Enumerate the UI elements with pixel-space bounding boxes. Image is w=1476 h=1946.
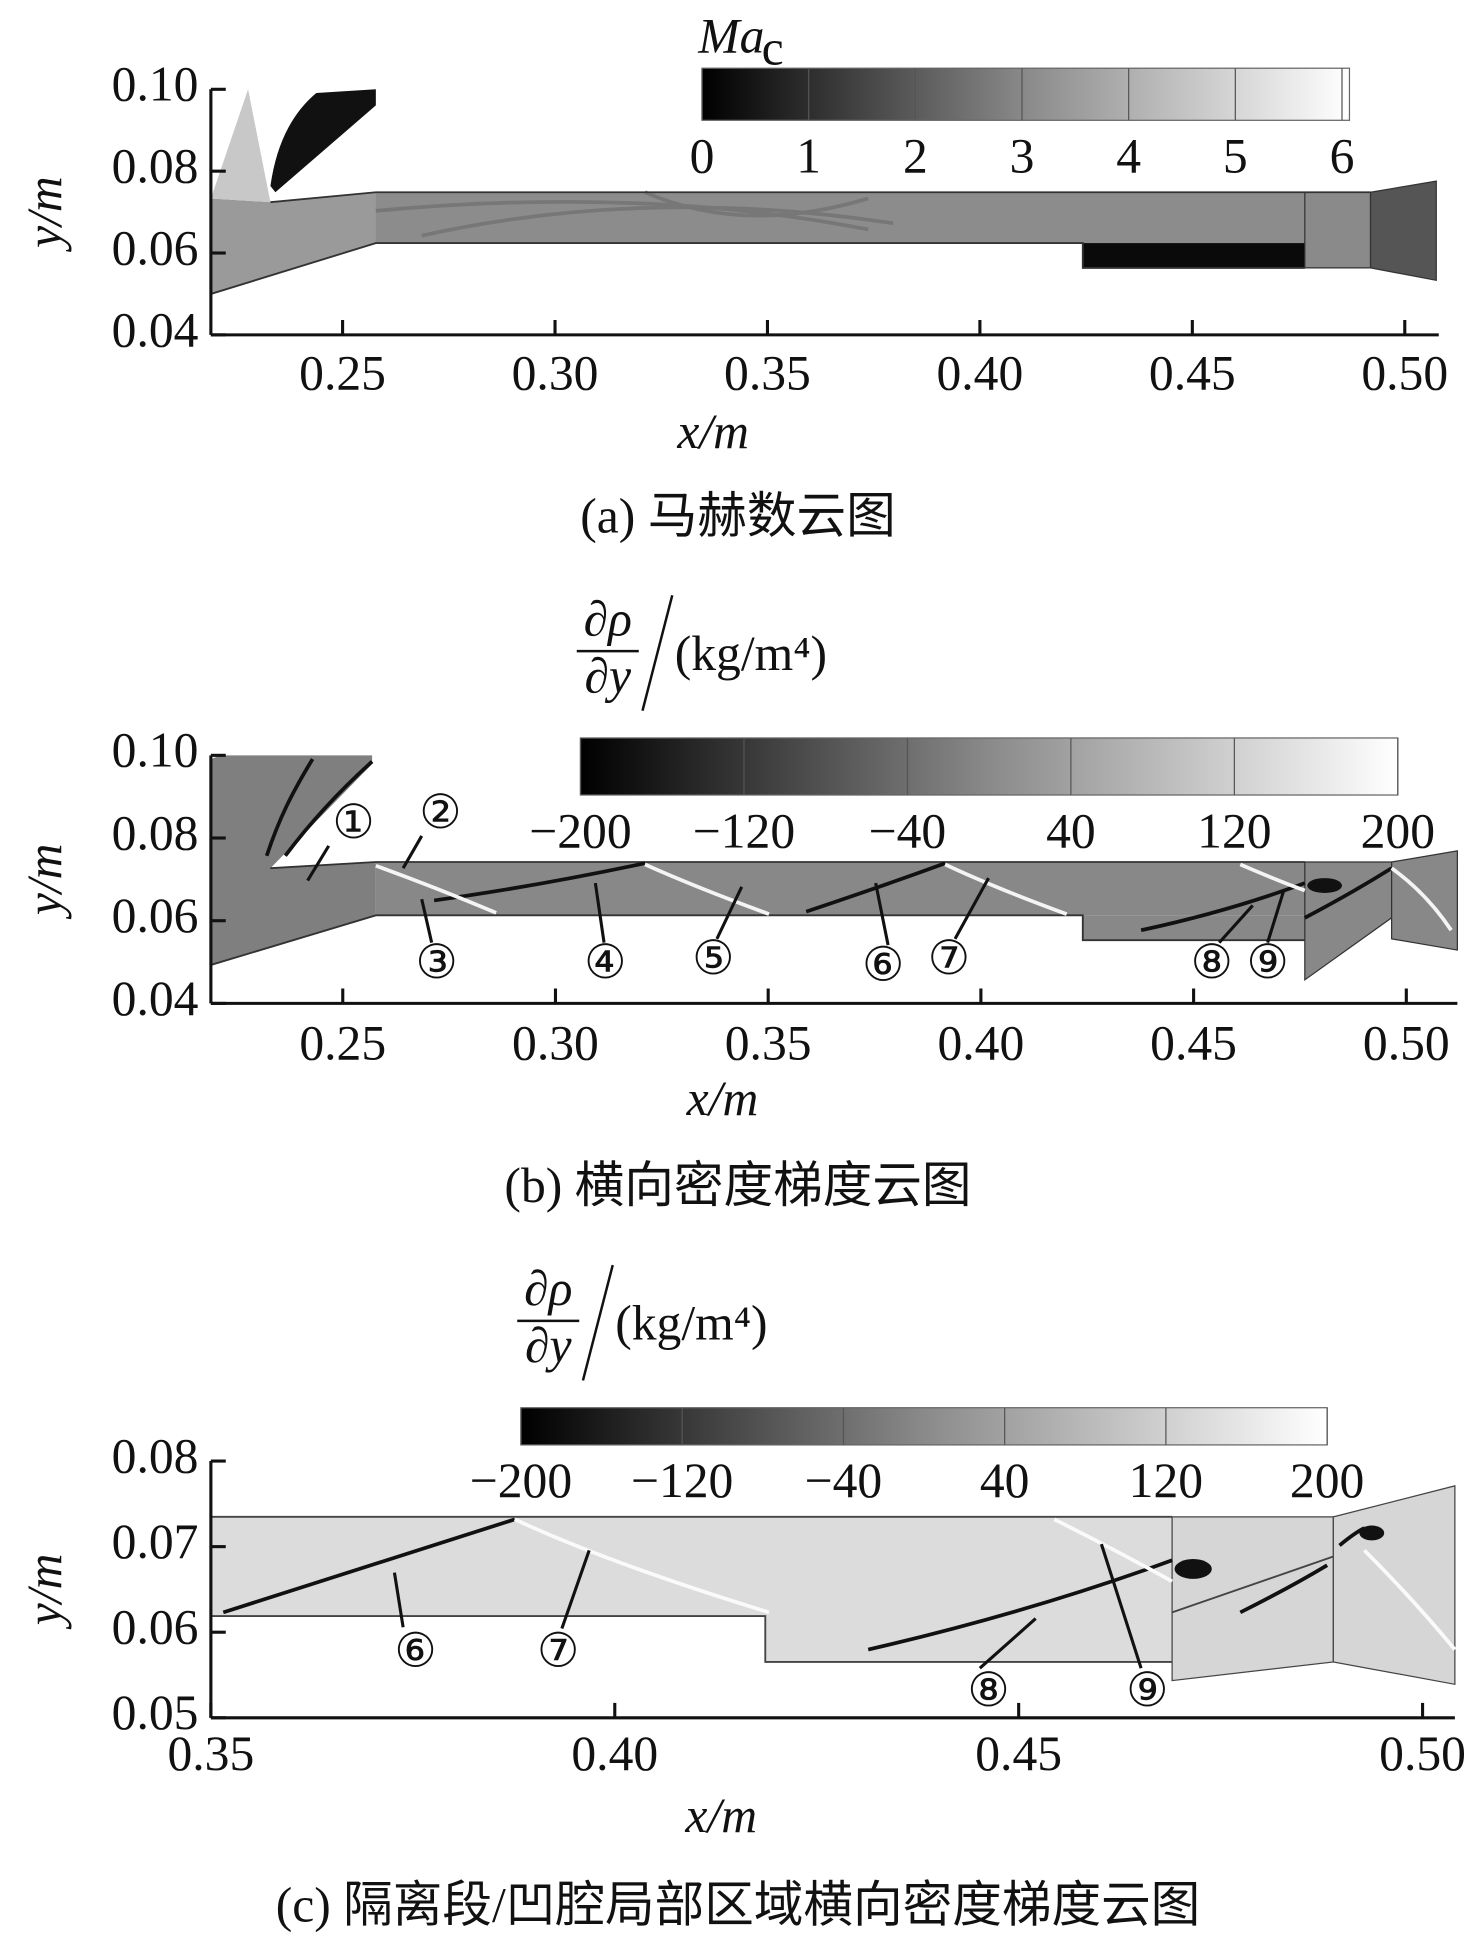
annotation-label: ③ [415,935,457,990]
colorbar-tick-label: 6 [1330,129,1355,184]
x-tick-label: 0.40 [936,346,1023,401]
y-tick-label: 0.06 [112,888,199,943]
annotation-label: ⑤ [692,931,734,986]
y-axis-label: y/m [17,176,72,253]
y-tick-label: 0.08 [112,805,199,860]
x-axis-label: x/m [686,1071,759,1126]
colorbar-tick-label: 0 [690,129,715,184]
x-tick-label: 0.50 [1363,1015,1450,1070]
density-gradient-field [210,755,1458,982]
y-axis-label: y/m [17,844,72,921]
annotation-label: ① [332,795,374,850]
colorbar-tick-label: 120 [1197,803,1271,858]
x-tick-label: 0.25 [299,1015,386,1070]
colorbar-tick-label: 120 [1129,1453,1203,1508]
annotation-label: ⑥ [394,1623,436,1678]
colorbar [701,67,1351,121]
colorbar-tick-label: 40 [980,1453,1030,1508]
annotation-leader [401,835,424,869]
colorbar-tick-label: −120 [631,1453,733,1508]
x-tick-label: 0.35 [167,1726,254,1781]
slash [581,1264,614,1381]
density-gradient-detail [210,1485,1457,1686]
annotation-label: ⑨ [1246,935,1288,990]
annotation-label: ④ [584,935,626,990]
colorbar-title-unit: (kg/m⁴) [615,1296,767,1351]
caption: (b) 横向密度梯度云图 [504,1158,971,1213]
annotation-leader [392,1572,405,1628]
colorbar-tick-label: 1 [796,129,821,184]
colorbar-title-numerator: ∂ρ [524,1261,572,1316]
colorbar-tick-label: −40 [869,803,947,858]
colorbar-title-denominator: ∂y [584,648,632,703]
colorbar-tick-label: −200 [529,803,631,858]
colorbar-tick-label: 4 [1116,129,1141,184]
colorbar-tick-label: 2 [903,129,928,184]
annotation-label: ⑦ [537,1623,579,1678]
x-tick-label: 0.50 [1379,1726,1466,1781]
y-tick-label: 0.07 [112,1514,199,1569]
y-tick-label: 0.08 [112,1428,199,1483]
colorbar-tick-label: −120 [693,803,795,858]
annotation-leader [306,845,331,882]
colorbar-tick-label: 5 [1223,129,1248,184]
annotation-label: ② [419,785,461,840]
annotation-leader [1218,904,1254,944]
slash [641,595,674,711]
annotation-label: ⑧ [967,1663,1009,1718]
caption: (a) 马赫数云图 [580,488,896,543]
annotation-leader [593,882,606,943]
x-tick-label: 0.40 [571,1726,658,1781]
y-tick-label: 0.06 [112,1600,199,1655]
colorbar-title-numerator: ∂ρ [584,591,632,646]
x-tick-label: 0.35 [725,1015,812,1070]
annotation-leader [560,1549,591,1629]
colorbar-tick-label: −40 [805,1453,883,1508]
annotation-leader [874,882,890,946]
y-tick-label: 0.04 [112,302,199,357]
annotation-label: ⑦ [928,931,970,986]
colorbar [520,1407,1328,1446]
annotation-leader [953,877,990,940]
annotation-leader [420,898,434,943]
x-tick-label: 0.25 [299,346,386,401]
annotation-label: ⑧ [1191,935,1233,990]
y-axis-label: y/m [17,1554,72,1631]
x-tick-label: 0.50 [1361,346,1448,401]
colorbar-tick-label: 200 [1361,803,1435,858]
colorbar-tick-label: 200 [1290,1453,1364,1508]
annotation-label: ⑥ [862,937,904,992]
x-tick-label: 0.45 [975,1726,1062,1781]
colorbar-tick-label: 3 [1010,129,1035,184]
annotation-leader [715,886,744,940]
y-tick-label: 0.06 [112,220,199,275]
x-tick-label: 0.30 [512,346,599,401]
annotation-leader [978,1617,1037,1670]
x-tick-label: 0.45 [1150,1015,1237,1070]
y-tick-label: 0.10 [112,57,199,112]
y-tick-label: 0.04 [112,971,199,1026]
annotation-label: ⑨ [1126,1663,1168,1718]
colorbar-tick-label: −200 [470,1453,572,1508]
mach-field [210,89,1437,295]
caption: (c) 隔离段/凹腔局部区域横向密度梯度云图 [276,1877,1201,1932]
y-tick-label: 0.05 [112,1685,199,1740]
colorbar-title-unit: (kg/m⁴) [675,626,827,681]
x-axis-label: x/m [676,404,749,459]
x-axis-label: x/m [684,1788,757,1843]
y-tick-label: 0.10 [112,723,199,778]
colorbar-title-denominator: ∂y [525,1318,573,1373]
x-tick-label: 0.35 [724,346,811,401]
x-tick-label: 0.30 [512,1015,599,1070]
colorbar-title: Ma [697,8,764,63]
x-tick-label: 0.40 [937,1015,1024,1070]
annotation-leader [1266,890,1286,944]
y-tick-label: 0.08 [112,139,199,194]
x-tick-label: 0.45 [1149,346,1236,401]
annotation-leader [1099,1543,1143,1669]
colorbar [579,737,1399,796]
colorbar-title-subscript: c [762,21,784,76]
colorbar-tick-label: 40 [1046,803,1096,858]
